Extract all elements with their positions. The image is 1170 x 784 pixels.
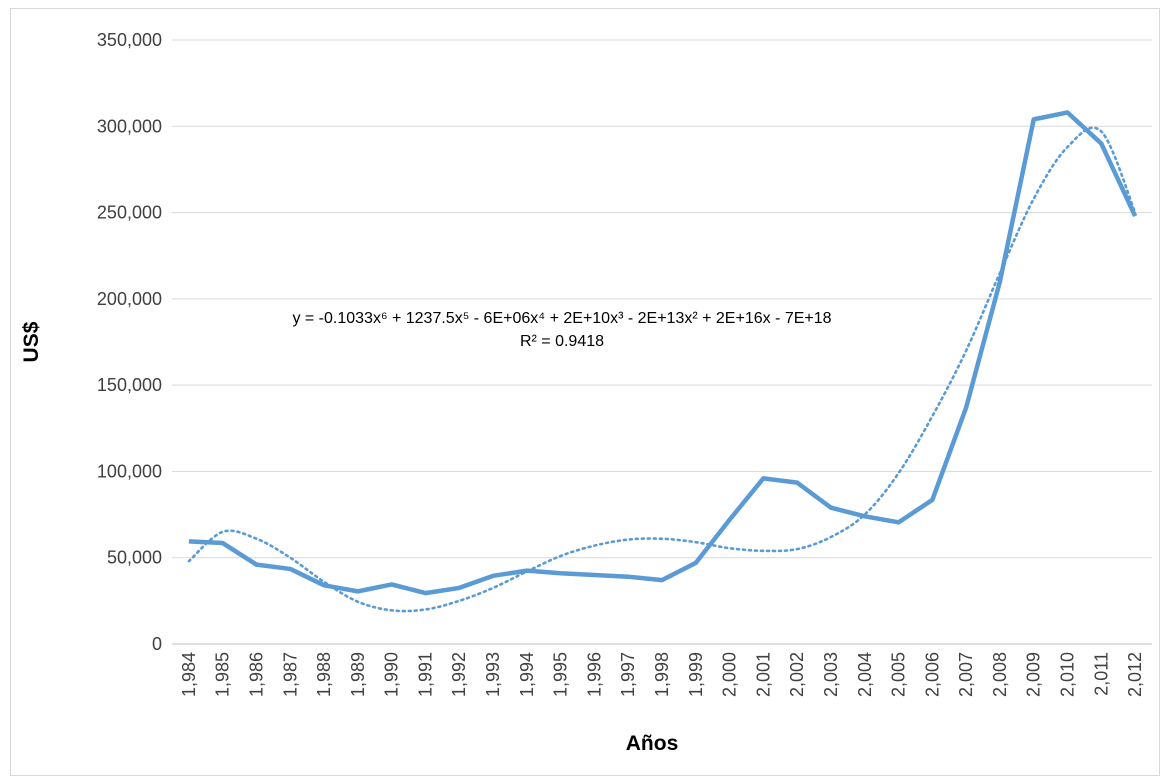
x-tick-label: 1,991: [415, 652, 435, 697]
x-tick-label: 1,996: [584, 652, 604, 697]
x-tick-label: 2,005: [889, 652, 909, 697]
x-tick-label: 2,010: [1058, 652, 1078, 697]
x-tick-label: 2,012: [1125, 652, 1145, 697]
x-tick-label: 1,992: [449, 652, 469, 697]
x-tick-label: 1,988: [314, 652, 334, 697]
x-tick-label: 1,990: [382, 652, 402, 697]
trendline-r-squared: R² = 0.9418: [520, 333, 604, 350]
y-tick-labels: 0 50,000 100,000 150,000 200,000 250,000 300,0…: [97, 30, 162, 654]
x-tick-label: 2,004: [855, 652, 875, 697]
x-tick-label: 2,009: [1024, 652, 1044, 697]
x-tick-label: 1,995: [551, 652, 571, 697]
y-tick-label: 0: [152, 634, 162, 654]
x-tick-label: 2,003: [821, 652, 841, 697]
trendline: [187, 126, 1137, 613]
x-tick-label: 1,984: [179, 652, 199, 697]
x-tick-label: 2,007: [956, 652, 976, 697]
series-line: [188, 110, 1138, 596]
x-tick-label: 1,994: [517, 652, 537, 697]
y-tick-label: 100,000: [97, 461, 162, 481]
y-axis-title: US$: [20, 321, 43, 362]
y-tick-label: 150,000: [97, 375, 162, 395]
x-tick-label: 1,987: [280, 652, 300, 697]
x-tick-labels: 1,984 1,985 1,986 1,987 1,988 1,989 1,990 1,991…: [179, 652, 1145, 697]
x-tick-label: 1,985: [213, 652, 233, 697]
gridlines: [172, 39, 1152, 645]
x-axis-title: Años: [626, 732, 679, 755]
x-tick-label: 1,993: [483, 652, 503, 697]
x-tick-label: 2,006: [922, 652, 942, 697]
x-tick-label: 2,011: [1091, 652, 1111, 696]
y-tick-label: 350,000: [97, 30, 162, 50]
x-tick-label: 1,989: [348, 652, 368, 697]
x-tick-label: 2,000: [720, 652, 740, 697]
plot-area: [187, 110, 1138, 613]
y-tick-label: 300,000: [97, 116, 162, 136]
trendline-equation: y = -0.1033x⁶ + 1237.5x⁵ - 6E+06x⁴ + 2E+…: [292, 310, 831, 327]
x-tick-label: 2,001: [753, 652, 773, 697]
x-tick-label: 1,999: [686, 652, 706, 697]
y-tick-label: 250,000: [97, 203, 162, 223]
y-tick-label: 50,000: [107, 548, 162, 568]
x-tick-label: 2,002: [787, 652, 807, 697]
x-tick-label: 1,997: [618, 652, 638, 697]
x-tick-label: 1,986: [246, 652, 266, 697]
x-tick-label: 1,998: [652, 652, 672, 697]
x-tick-label: 2,008: [990, 652, 1010, 697]
y-tick-label: 200,000: [97, 289, 162, 309]
